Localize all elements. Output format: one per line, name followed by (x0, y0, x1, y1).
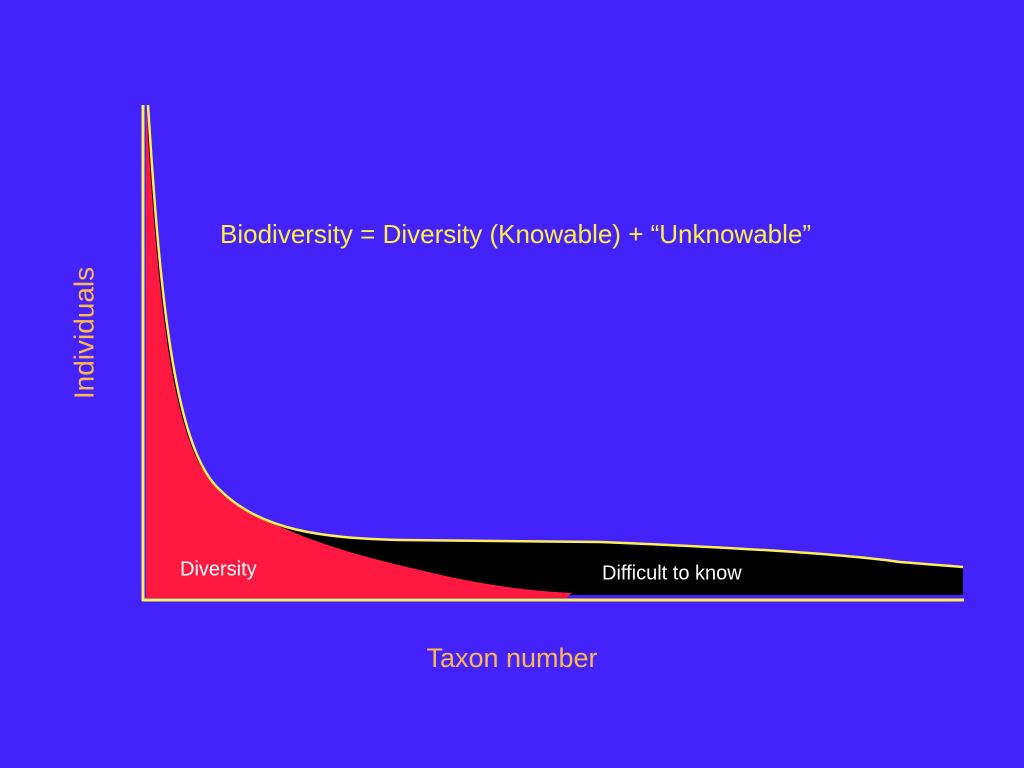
abundance-curve (146, 104, 964, 569)
title: Biodiversity = Diversity (Knowable) + “U… (220, 219, 811, 249)
y-axis-label: Individuals (68, 267, 99, 399)
region-label: Diversity (180, 558, 257, 580)
x-axis-label: Taxon number (426, 643, 597, 673)
diversity-area (146, 105, 572, 598)
region-label: Difficult to know (602, 562, 742, 584)
